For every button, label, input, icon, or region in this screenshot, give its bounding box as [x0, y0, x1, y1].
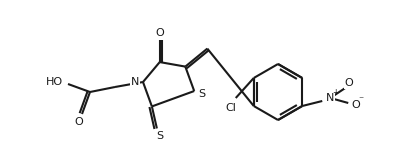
- Text: N: N: [325, 93, 334, 103]
- Text: O: O: [351, 100, 360, 110]
- Text: O: O: [75, 117, 83, 127]
- Text: HO: HO: [45, 77, 63, 87]
- Text: S: S: [156, 131, 163, 141]
- Text: ⁻: ⁻: [358, 95, 363, 105]
- Text: Cl: Cl: [225, 103, 236, 113]
- Text: +: +: [331, 87, 338, 96]
- Text: O: O: [344, 78, 353, 88]
- Text: N: N: [130, 77, 139, 87]
- Text: O: O: [155, 28, 164, 38]
- Text: S: S: [198, 89, 205, 99]
